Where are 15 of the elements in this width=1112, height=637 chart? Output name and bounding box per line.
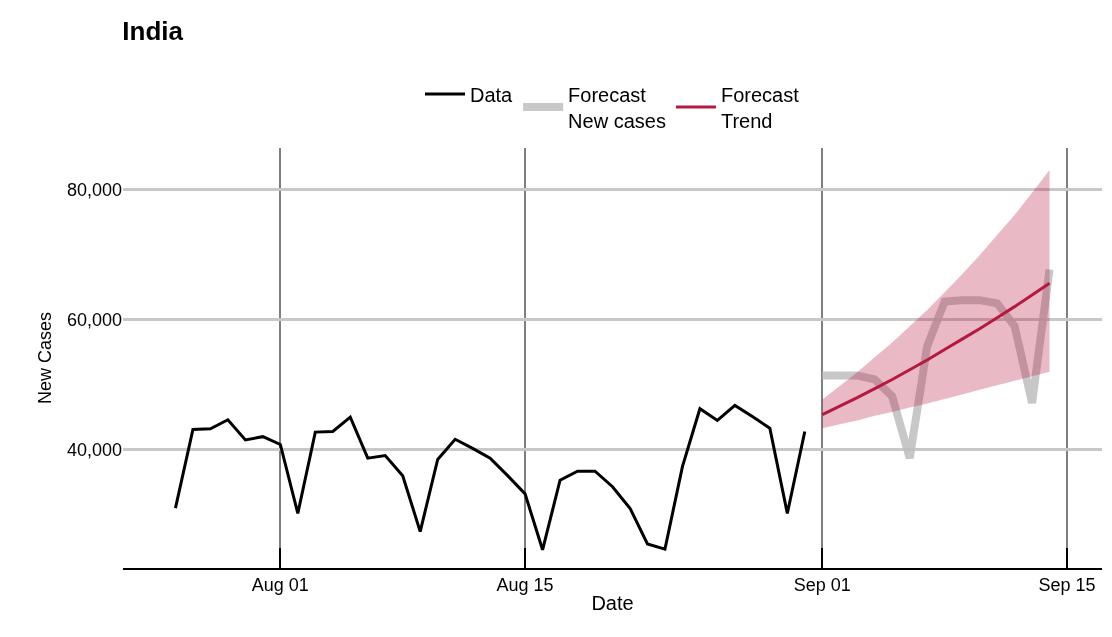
legend-label: Forecast New cases <box>568 83 666 132</box>
y-axis-title: New Cases <box>35 311 56 405</box>
line-series <box>820 281 1052 417</box>
y-tick-label: 80,000 <box>66 179 122 200</box>
y-tick-label: 60,000 <box>66 309 122 330</box>
legend-label: Data <box>470 83 514 106</box>
line-series <box>173 403 807 552</box>
x-tick-label: Aug 01 <box>251 575 309 596</box>
x-tick-label: Sep 01 <box>793 575 851 596</box>
legend-label: Forecast Trend <box>720 83 800 132</box>
x-tick-label: Sep 15 <box>1038 575 1096 596</box>
x-tick-label: Aug 15 <box>496 575 554 596</box>
y-tick-label: 40,000 <box>66 439 122 460</box>
chart-title: India <box>122 16 184 47</box>
x-axis-title: Date <box>591 592 634 615</box>
